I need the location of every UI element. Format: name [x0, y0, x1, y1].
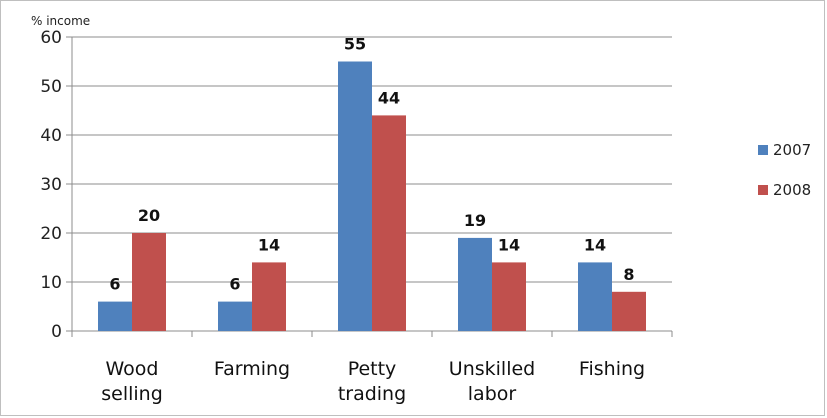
- bar-2007-2: [338, 61, 372, 331]
- data-label: 14: [584, 235, 606, 254]
- data-label: 20: [138, 206, 160, 225]
- bar-2008-2: [372, 115, 406, 332]
- y-tick-label: 50: [40, 77, 62, 97]
- bar-2007-0: [98, 301, 132, 331]
- data-label: 44: [378, 88, 400, 107]
- data-label: 6: [109, 275, 120, 294]
- y-tick-label: 40: [40, 126, 62, 146]
- category-label: Fishing: [579, 358, 645, 380]
- y-tick-label: 10: [40, 273, 62, 293]
- data-label: 8: [623, 265, 634, 284]
- category-label: Wood: [106, 358, 159, 380]
- category-label: Farming: [214, 358, 290, 380]
- legend-swatch-2007: [758, 145, 768, 155]
- category-label: trading: [338, 383, 406, 405]
- bar-2008-4: [612, 291, 646, 331]
- y-tick-label: 20: [40, 224, 62, 244]
- y-tick-label: 60: [40, 28, 62, 48]
- bar-2008-3: [492, 262, 526, 331]
- category-label: Unskilled: [449, 358, 535, 380]
- legend-swatch-2008: [758, 185, 768, 195]
- category-labels: Wood selling Farming Petty trading Unskilled l…: [101, 358, 645, 405]
- category-label: labor: [468, 383, 517, 405]
- data-label: 6: [229, 275, 240, 294]
- data-label: 14: [258, 235, 280, 254]
- data-label: 14: [498, 235, 520, 254]
- category-label: selling: [101, 383, 163, 405]
- data-label: 55: [344, 35, 366, 54]
- y-tick-label: 30: [40, 175, 62, 195]
- y-tick-labels: 0 10 20 30 40 50 60: [40, 28, 62, 342]
- legend-label-2008: 2008: [773, 181, 811, 199]
- category-label: Petty: [348, 358, 397, 380]
- y-axis-label: % income: [31, 14, 90, 28]
- data-labels: 6 20 6 14 55 44 19 14 14 8: [109, 35, 634, 294]
- bar-2007-3: [458, 237, 492, 331]
- legend-label-2007: 2007: [773, 141, 811, 159]
- y-tick-label: 0: [51, 322, 62, 342]
- data-label: 19: [464, 211, 486, 230]
- bar-2007-1: [218, 301, 252, 331]
- bar-2008-0: [132, 233, 166, 331]
- bar-2007-4: [578, 262, 612, 331]
- bar-2008-1: [252, 262, 286, 331]
- bars: [98, 61, 646, 332]
- legend: 2007 2008: [758, 141, 811, 199]
